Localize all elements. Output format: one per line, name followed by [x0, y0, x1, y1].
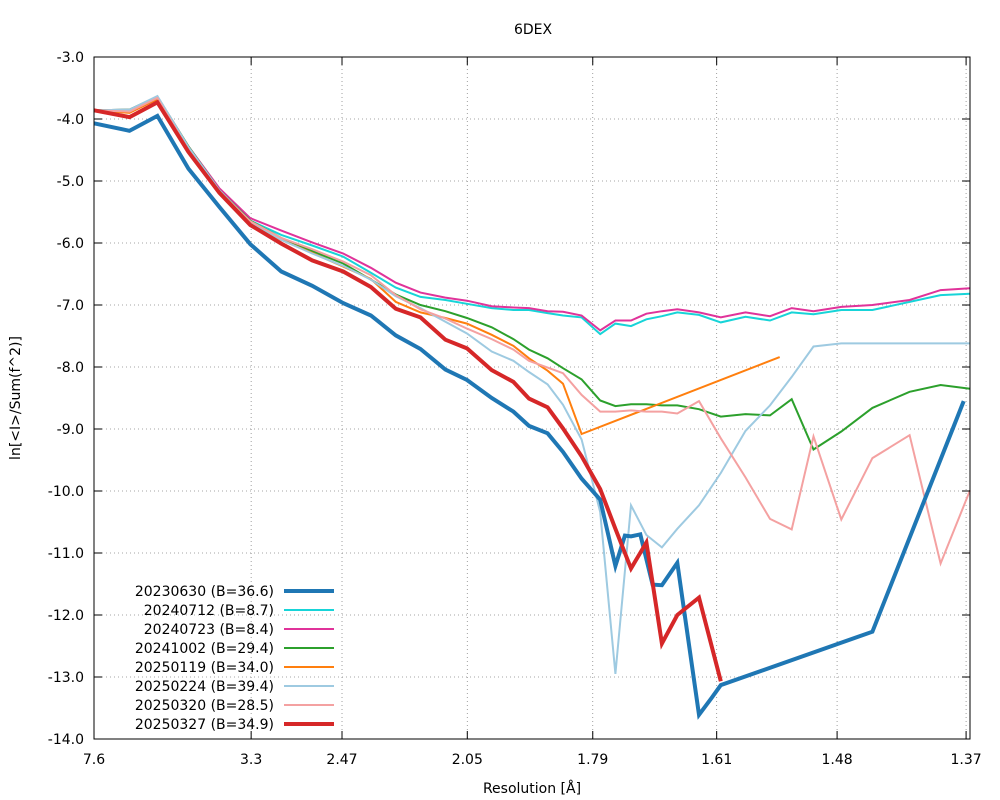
y-tick-label: -12.0	[48, 608, 84, 624]
legend-entry-label: 20241002 (B=29.4)	[135, 641, 274, 657]
plot-frame	[93, 56, 971, 740]
legend-entry-label: 20230630 (B=36.6)	[135, 584, 274, 600]
x-axis-label: Resolution [Å]	[483, 780, 581, 797]
y-axis-label: ln[<I>/Sum(f^2)]	[8, 336, 24, 460]
y-tick-label: -6.0	[57, 236, 84, 252]
y-tick-label: -4.0	[57, 112, 84, 128]
x-tick-label: 1.61	[701, 752, 732, 768]
x-tick-label: 1.48	[822, 752, 853, 768]
y-tick-label: -14.0	[48, 732, 84, 748]
y-tick-label: -13.0	[48, 670, 84, 686]
legend-entry-label: 20240723 (B=8.4)	[144, 622, 274, 638]
y-tick-label: -8.0	[57, 360, 84, 376]
legend-entry-label: 20240712 (B=8.7)	[144, 603, 274, 619]
x-tick-label: 7.6	[83, 752, 105, 768]
x-tick-label: 1.79	[577, 752, 608, 768]
x-tick-label: 3.3	[240, 752, 262, 768]
series-line-20250327	[93, 99, 723, 682]
series-line-20250224	[93, 94, 970, 674]
x-tick-label: 2.05	[452, 752, 483, 768]
series-lines	[93, 94, 971, 720]
y-tick-label: -9.0	[57, 422, 84, 438]
y-tick-label: -7.0	[57, 298, 84, 314]
legend-entry-label: 20250119 (B=34.0)	[135, 660, 274, 676]
y-tick-label: -5.0	[57, 174, 84, 190]
legend-entry-label: 20250224 (B=39.4)	[135, 679, 274, 695]
legend-entry-label: 20250327 (B=34.9)	[135, 717, 274, 733]
chart-title: 6DEX	[514, 22, 553, 38]
axis-ticks: -3.0 -4.0 -5.0 -6.0 -7.0 -8.0 -9.0 -10.0 -11.0 -1…	[48, 50, 982, 768]
series-line-20230630	[93, 113, 966, 720]
legend: 20230630 (B=36.6) 20240712 (B=8.7) 2024072…	[135, 584, 334, 733]
series-line-20250320	[93, 96, 971, 567]
y-tick-label: -10.0	[48, 484, 84, 500]
y-tick-label: -3.0	[57, 50, 84, 66]
y-tick-label: -11.0	[48, 546, 84, 562]
legend-entry-label: 20250320 (B=28.5)	[135, 698, 274, 714]
x-tick-label: 1.37	[951, 752, 982, 768]
series-line-20240723	[93, 95, 971, 332]
series-line-20240712	[93, 95, 971, 336]
x-tick-label: 2.47	[326, 752, 357, 768]
